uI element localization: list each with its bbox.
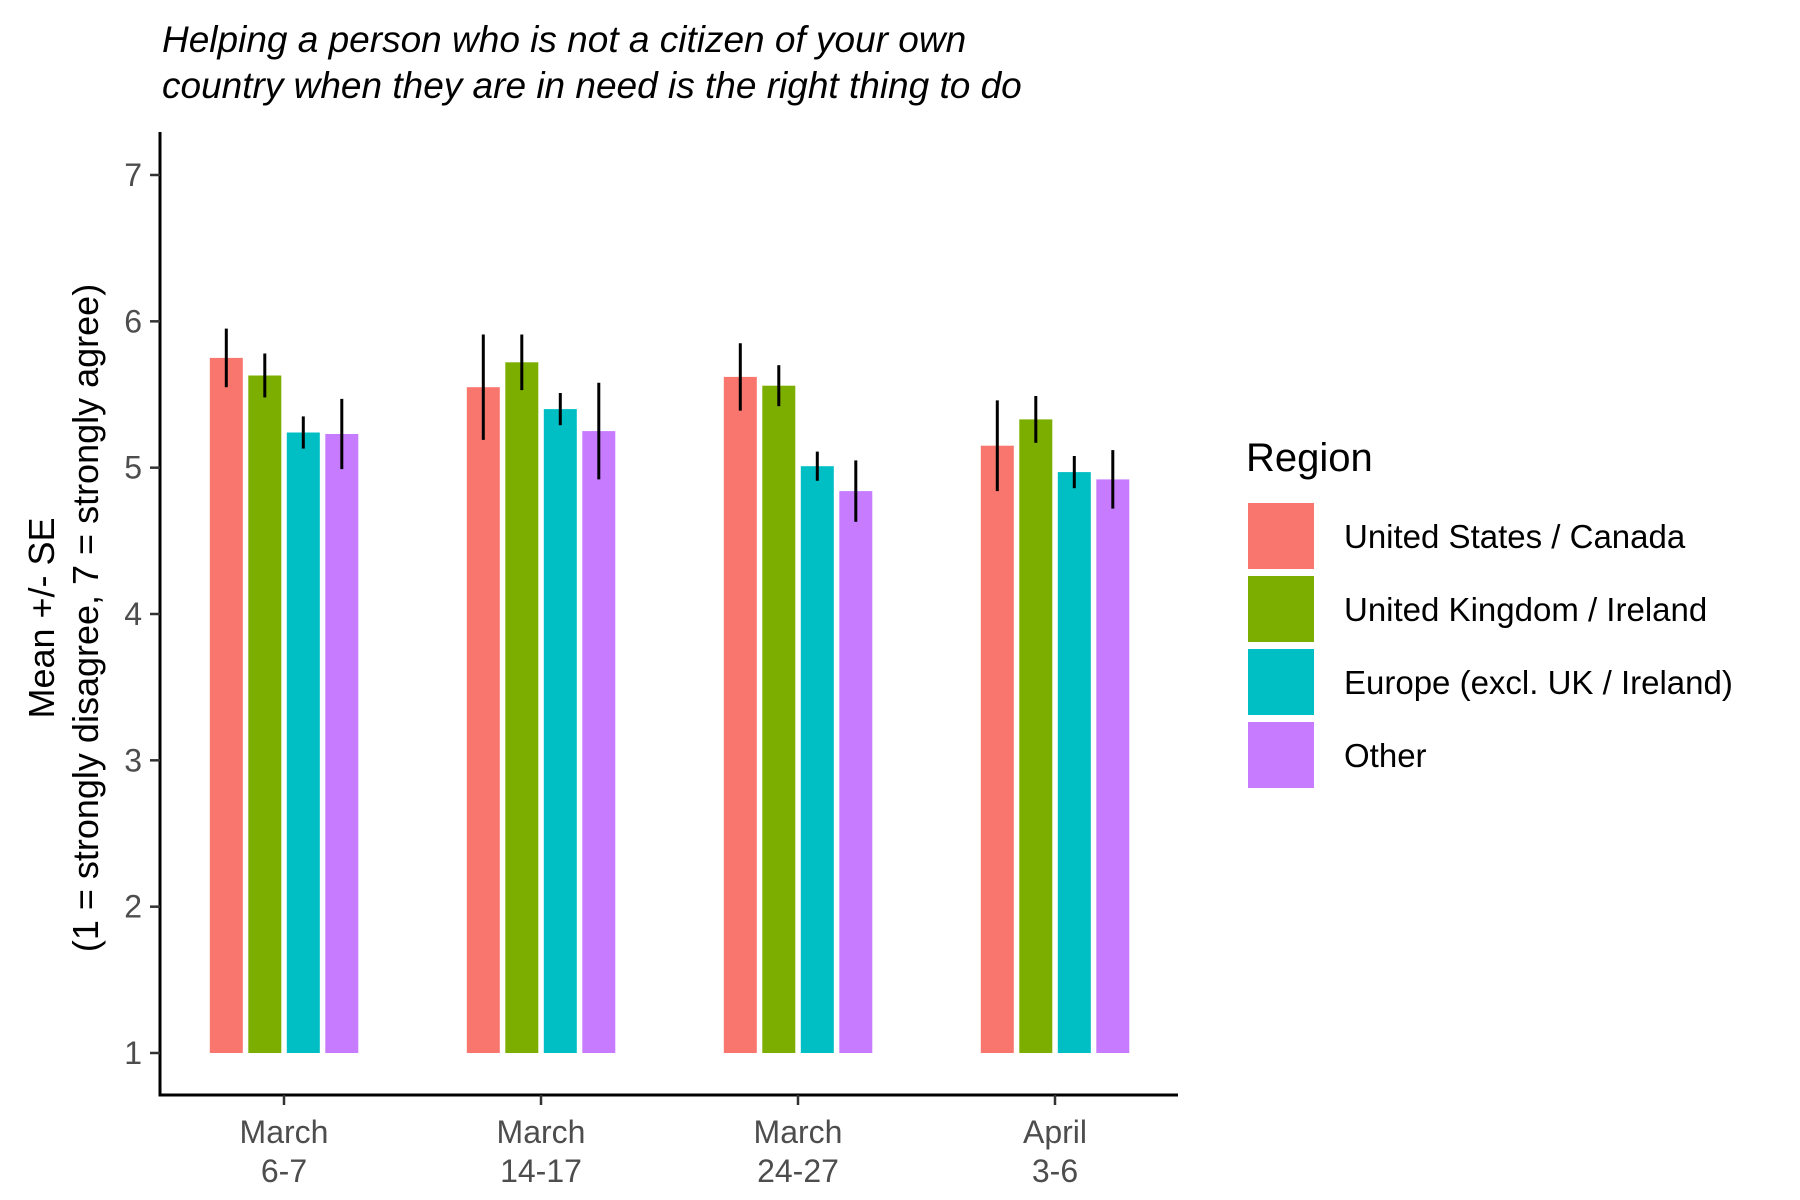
bar-2-0: [286, 432, 320, 1053]
x-tick-label-1-0: March: [497, 1114, 586, 1150]
axes: 1234567March6-7March14-17March24-27April…: [124, 132, 1178, 1189]
legend-title: Region: [1246, 436, 1373, 480]
bar-0-0: [209, 357, 243, 1053]
legend-key-3: [1248, 722, 1314, 788]
bar-3-0: [325, 434, 359, 1053]
legend-label-1: United Kingdom / Ireland: [1344, 591, 1707, 628]
y-tick-label-5: 6: [124, 303, 142, 339]
x-tick-label-2-0: March: [754, 1114, 843, 1150]
bar-1-2: [762, 385, 796, 1053]
x-tick-label-0-0: March: [240, 1114, 329, 1150]
chart-title: Helping a person who is not a citizen of…: [162, 19, 1022, 106]
y-axis-title: Mean +/- SE (1 = strongly disagree, 7 = …: [21, 284, 106, 952]
bar-3-1: [582, 431, 616, 1054]
x-tick-label-3-1: 3-6: [1032, 1153, 1078, 1189]
bar-1-0: [248, 375, 282, 1053]
bar-1-1: [505, 362, 539, 1053]
bar-2-3: [1057, 472, 1091, 1054]
legend-key-0: [1248, 503, 1314, 569]
legend-key-2: [1248, 649, 1314, 715]
bar-0-1: [466, 387, 500, 1053]
legend: Region United States / Canada United Kingd…: [1246, 436, 1733, 788]
bar-3-3: [1096, 479, 1130, 1053]
y-tick-label-4: 5: [124, 450, 142, 486]
bar-2-2: [800, 466, 834, 1053]
bar-2-1: [543, 409, 577, 1054]
bar-0-2: [723, 376, 757, 1053]
x-tick-label-3-0: April: [1023, 1114, 1087, 1150]
bar-0-3: [980, 445, 1014, 1053]
y-tick-label-1: 2: [124, 889, 142, 925]
y-axis-title-main: Mean +/- SE: [21, 517, 62, 718]
legend-label-3: Other: [1344, 737, 1427, 774]
bar-1-3: [1019, 419, 1053, 1053]
chart-title-line-2: country when they are in need is the rig…: [162, 65, 1022, 106]
legend-label-0: United States / Canada: [1344, 518, 1686, 555]
y-tick-label-3: 4: [124, 596, 142, 632]
plot-area: [209, 328, 1130, 1054]
y-tick-label-2: 3: [124, 742, 142, 778]
x-tick-label-0-1: 6-7: [261, 1153, 307, 1189]
legend-label-2: Europe (excl. UK / Ireland): [1344, 664, 1733, 701]
bar-3-2: [839, 491, 873, 1054]
legend-key-1: [1248, 576, 1314, 642]
y-axis-title-sub: (1 = strongly disagree, 7 = strongly agr…: [65, 284, 106, 952]
y-tick-label-6: 7: [124, 157, 142, 193]
x-tick-label-1-1: 14-17: [500, 1153, 582, 1189]
chart-title-line-1: Helping a person who is not a citizen of…: [162, 19, 966, 60]
x-tick-label-2-1: 24-27: [757, 1153, 839, 1189]
y-tick-label-0: 1: [124, 1035, 142, 1071]
